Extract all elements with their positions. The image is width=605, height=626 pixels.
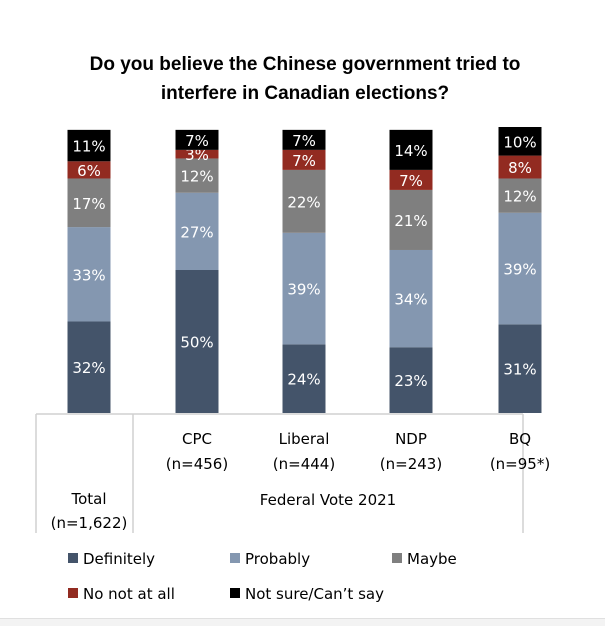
data-label: 14%: [394, 142, 427, 160]
data-label: 7%: [185, 132, 209, 150]
data-label: 3%: [185, 146, 209, 164]
legend-label: Not sure/Can’t say: [245, 585, 384, 603]
data-label: 17%: [72, 195, 105, 213]
bar-segment-maybe-liberal: [282, 169, 326, 233]
bar-segment-definitely-liberal: [282, 344, 326, 413]
bar-segment-maybe-bq: [498, 178, 542, 213]
data-label: 39%: [503, 261, 536, 279]
data-label: 50%: [180, 334, 213, 352]
bar-segment-definitely-total: [67, 321, 111, 413]
group-label: Federal Vote 2021: [260, 491, 396, 509]
bar-segment-probably-total: [67, 227, 111, 322]
category-label: NDP: [395, 430, 427, 448]
data-label: 34%: [394, 291, 427, 309]
data-label: 24%: [287, 371, 320, 389]
data-label: 27%: [180, 223, 213, 241]
bar-segment-maybe-cpc: [175, 158, 219, 193]
bar-segment-definitely-bq: [498, 324, 542, 413]
bar-segment-no-not-at-all-liberal: [282, 149, 326, 170]
chart-title-line-1: Do you believe the Chinese government tr…: [90, 54, 521, 75]
bar-segment-definitely-cpc: [175, 270, 219, 413]
bar-segment-not-sure-can-t-say-cpc: [175, 129, 219, 150]
category-label: Liberal: [279, 430, 330, 448]
data-label: 23%: [394, 372, 427, 390]
legend-label: Definitely: [83, 550, 155, 568]
legend-swatch: [230, 588, 240, 598]
bar-segment-probably-bq: [498, 212, 542, 325]
bottom-strip: [0, 618, 605, 626]
category-n-label: (n=444): [273, 455, 335, 473]
bar-segment-not-sure-can-t-say-bq: [498, 127, 542, 156]
legend-swatch: [392, 553, 402, 563]
bar-segment-probably-ndp: [389, 249, 433, 348]
bar-segment-maybe-ndp: [389, 189, 433, 250]
bar-segment-no-not-at-all-ndp: [389, 169, 433, 190]
data-label: 32%: [72, 359, 105, 377]
category-n-label: (n=95*): [490, 455, 550, 473]
category-n-label: (n=456): [166, 455, 228, 473]
legend-label: No not at all: [83, 585, 175, 603]
chart-title-line-2: interfere in Canadian elections?: [161, 83, 449, 104]
data-label: 7%: [399, 172, 423, 190]
data-label: 21%: [394, 212, 427, 230]
data-label: 7%: [292, 132, 316, 150]
data-label: 33%: [72, 266, 105, 284]
bar-segment-not-sure-can-t-say-ndp: [389, 129, 433, 170]
bar-segment-maybe-total: [67, 178, 111, 228]
data-label: 39%: [287, 281, 320, 299]
bar-segment-definitely-ndp: [389, 347, 433, 413]
category-label: CPC: [182, 430, 212, 448]
data-label: 22%: [287, 193, 320, 211]
bar-segment-not-sure-can-t-say-total: [67, 129, 111, 162]
legend-swatch: [230, 553, 240, 563]
data-label: 11%: [72, 138, 105, 156]
bar-segment-probably-cpc: [175, 192, 219, 270]
data-label: 8%: [508, 159, 532, 177]
legend-label: Probably: [245, 550, 310, 568]
bar-segment-no-not-at-all-cpc: [175, 149, 219, 159]
data-label: 7%: [292, 152, 316, 170]
bar-segment-no-not-at-all-bq: [498, 155, 542, 179]
legend-swatch: [68, 553, 78, 563]
category-n-label: (n=1,622): [51, 514, 128, 532]
data-label: 31%: [503, 361, 536, 379]
data-label: 6%: [77, 162, 101, 180]
bar-segment-probably-liberal: [282, 232, 326, 345]
legend-label: Maybe: [407, 550, 457, 568]
data-label: 12%: [180, 168, 213, 186]
category-n-label: (n=243): [380, 455, 442, 473]
data-label: 12%: [503, 188, 536, 206]
category-label: Total: [70, 490, 106, 508]
bar-segment-no-not-at-all-total: [67, 161, 111, 179]
category-label: BQ: [509, 430, 531, 448]
data-label: 10%: [503, 133, 536, 151]
legend-swatch: [68, 588, 78, 598]
bar-segment-not-sure-can-t-say-liberal: [282, 129, 326, 150]
